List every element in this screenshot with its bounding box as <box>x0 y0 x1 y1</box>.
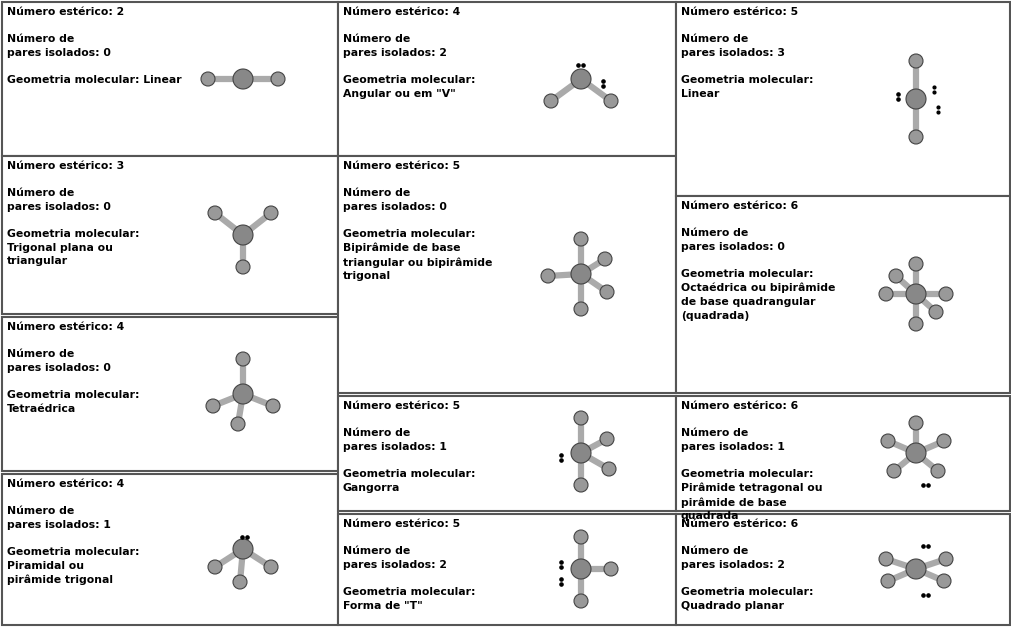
Text: Número estérico: 5

Número de
pares isolados: 3

Geometria molecular:
Linear: Número estérico: 5 Número de pares isola… <box>680 7 813 98</box>
Circle shape <box>264 206 278 220</box>
Circle shape <box>600 432 614 446</box>
Circle shape <box>206 399 219 413</box>
Circle shape <box>604 562 618 576</box>
Circle shape <box>236 352 250 366</box>
Circle shape <box>908 130 922 144</box>
Circle shape <box>604 94 618 108</box>
Bar <box>675 396 1009 511</box>
Circle shape <box>233 575 247 589</box>
Circle shape <box>886 464 900 478</box>
Circle shape <box>271 72 285 86</box>
Bar <box>338 2 675 156</box>
Bar <box>675 514 1009 625</box>
Circle shape <box>233 539 253 559</box>
Bar <box>338 514 675 625</box>
Circle shape <box>928 305 942 319</box>
Circle shape <box>573 478 587 492</box>
Text: Número estérico: 5

Número de
pares isolados: 1

Geometria molecular:
Gangorra: Número estérico: 5 Número de pares isola… <box>343 401 475 493</box>
Circle shape <box>881 574 894 588</box>
Text: Número estérico: 6

Número de
pares isolados: 1

Geometria molecular:
Pirâmide t: Número estérico: 6 Número de pares isola… <box>680 401 822 521</box>
Text: Número estérico: 4

Número de
pares isolados: 1

Geometria molecular:
Piramidal : Número estérico: 4 Número de pares isola… <box>7 479 140 585</box>
Text: Número estérico: 6

Número de
pares isolados: 2

Geometria molecular:
Quadrado p: Número estérico: 6 Número de pares isola… <box>680 519 813 611</box>
Circle shape <box>236 260 250 274</box>
Circle shape <box>879 287 892 301</box>
Circle shape <box>600 285 614 299</box>
Circle shape <box>264 560 278 574</box>
Circle shape <box>233 69 253 89</box>
Circle shape <box>908 416 922 430</box>
Circle shape <box>573 594 587 608</box>
Circle shape <box>879 552 892 566</box>
Circle shape <box>570 69 590 89</box>
Text: Número estérico: 6

Número de
pares isolados: 0

Geometria molecular:
Octaédrica: Número estérico: 6 Número de pares isola… <box>680 201 834 320</box>
Circle shape <box>573 232 587 246</box>
Circle shape <box>936 434 950 448</box>
Circle shape <box>908 257 922 271</box>
Bar <box>338 396 675 511</box>
Text: Número estérico: 5

Número de
pares isolados: 2

Geometria molecular:
Forma de ": Número estérico: 5 Número de pares isola… <box>343 519 475 611</box>
Circle shape <box>908 54 922 68</box>
Circle shape <box>573 411 587 425</box>
Circle shape <box>266 399 280 413</box>
Circle shape <box>888 269 902 283</box>
Circle shape <box>573 302 587 316</box>
Circle shape <box>544 94 557 108</box>
Circle shape <box>905 89 925 109</box>
Circle shape <box>936 574 950 588</box>
Circle shape <box>908 317 922 331</box>
Text: Número estérico: 3

Número de
pares isolados: 0

Geometria molecular:
Trigonal p: Número estérico: 3 Número de pares isola… <box>7 161 140 266</box>
Bar <box>2 2 338 156</box>
Circle shape <box>573 530 587 544</box>
Circle shape <box>201 72 214 86</box>
Bar <box>338 156 675 393</box>
Circle shape <box>570 559 590 579</box>
Circle shape <box>598 252 612 266</box>
Text: Número estérico: 4

Número de
pares isolados: 0

Geometria molecular:
Tetraédric: Número estérico: 4 Número de pares isola… <box>7 322 140 414</box>
Bar <box>2 474 338 625</box>
Circle shape <box>208 206 221 220</box>
Circle shape <box>570 264 590 284</box>
Circle shape <box>938 287 952 301</box>
Circle shape <box>570 443 590 463</box>
Circle shape <box>905 284 925 304</box>
Circle shape <box>905 559 925 579</box>
Circle shape <box>231 417 245 431</box>
Circle shape <box>233 225 253 245</box>
Circle shape <box>881 434 894 448</box>
Bar <box>675 2 1009 196</box>
Circle shape <box>602 462 616 476</box>
Circle shape <box>208 560 221 574</box>
Text: Número estérico: 4

Número de
pares isolados: 2

Geometria molecular:
Angular ou: Número estérico: 4 Número de pares isola… <box>343 7 475 98</box>
Circle shape <box>233 384 253 404</box>
Bar <box>2 156 338 314</box>
Circle shape <box>938 552 952 566</box>
Text: Número estérico: 5

Número de
pares isolados: 0

Geometria molecular:
Bipirâmide: Número estérico: 5 Número de pares isola… <box>343 161 492 282</box>
Circle shape <box>905 443 925 463</box>
Bar <box>675 196 1009 393</box>
Text: Número estérico: 2

Número de
pares isolados: 0

Geometria molecular: Linear: Número estérico: 2 Número de pares isola… <box>7 7 181 85</box>
Circle shape <box>541 269 554 283</box>
Bar <box>2 317 338 471</box>
Circle shape <box>930 464 944 478</box>
